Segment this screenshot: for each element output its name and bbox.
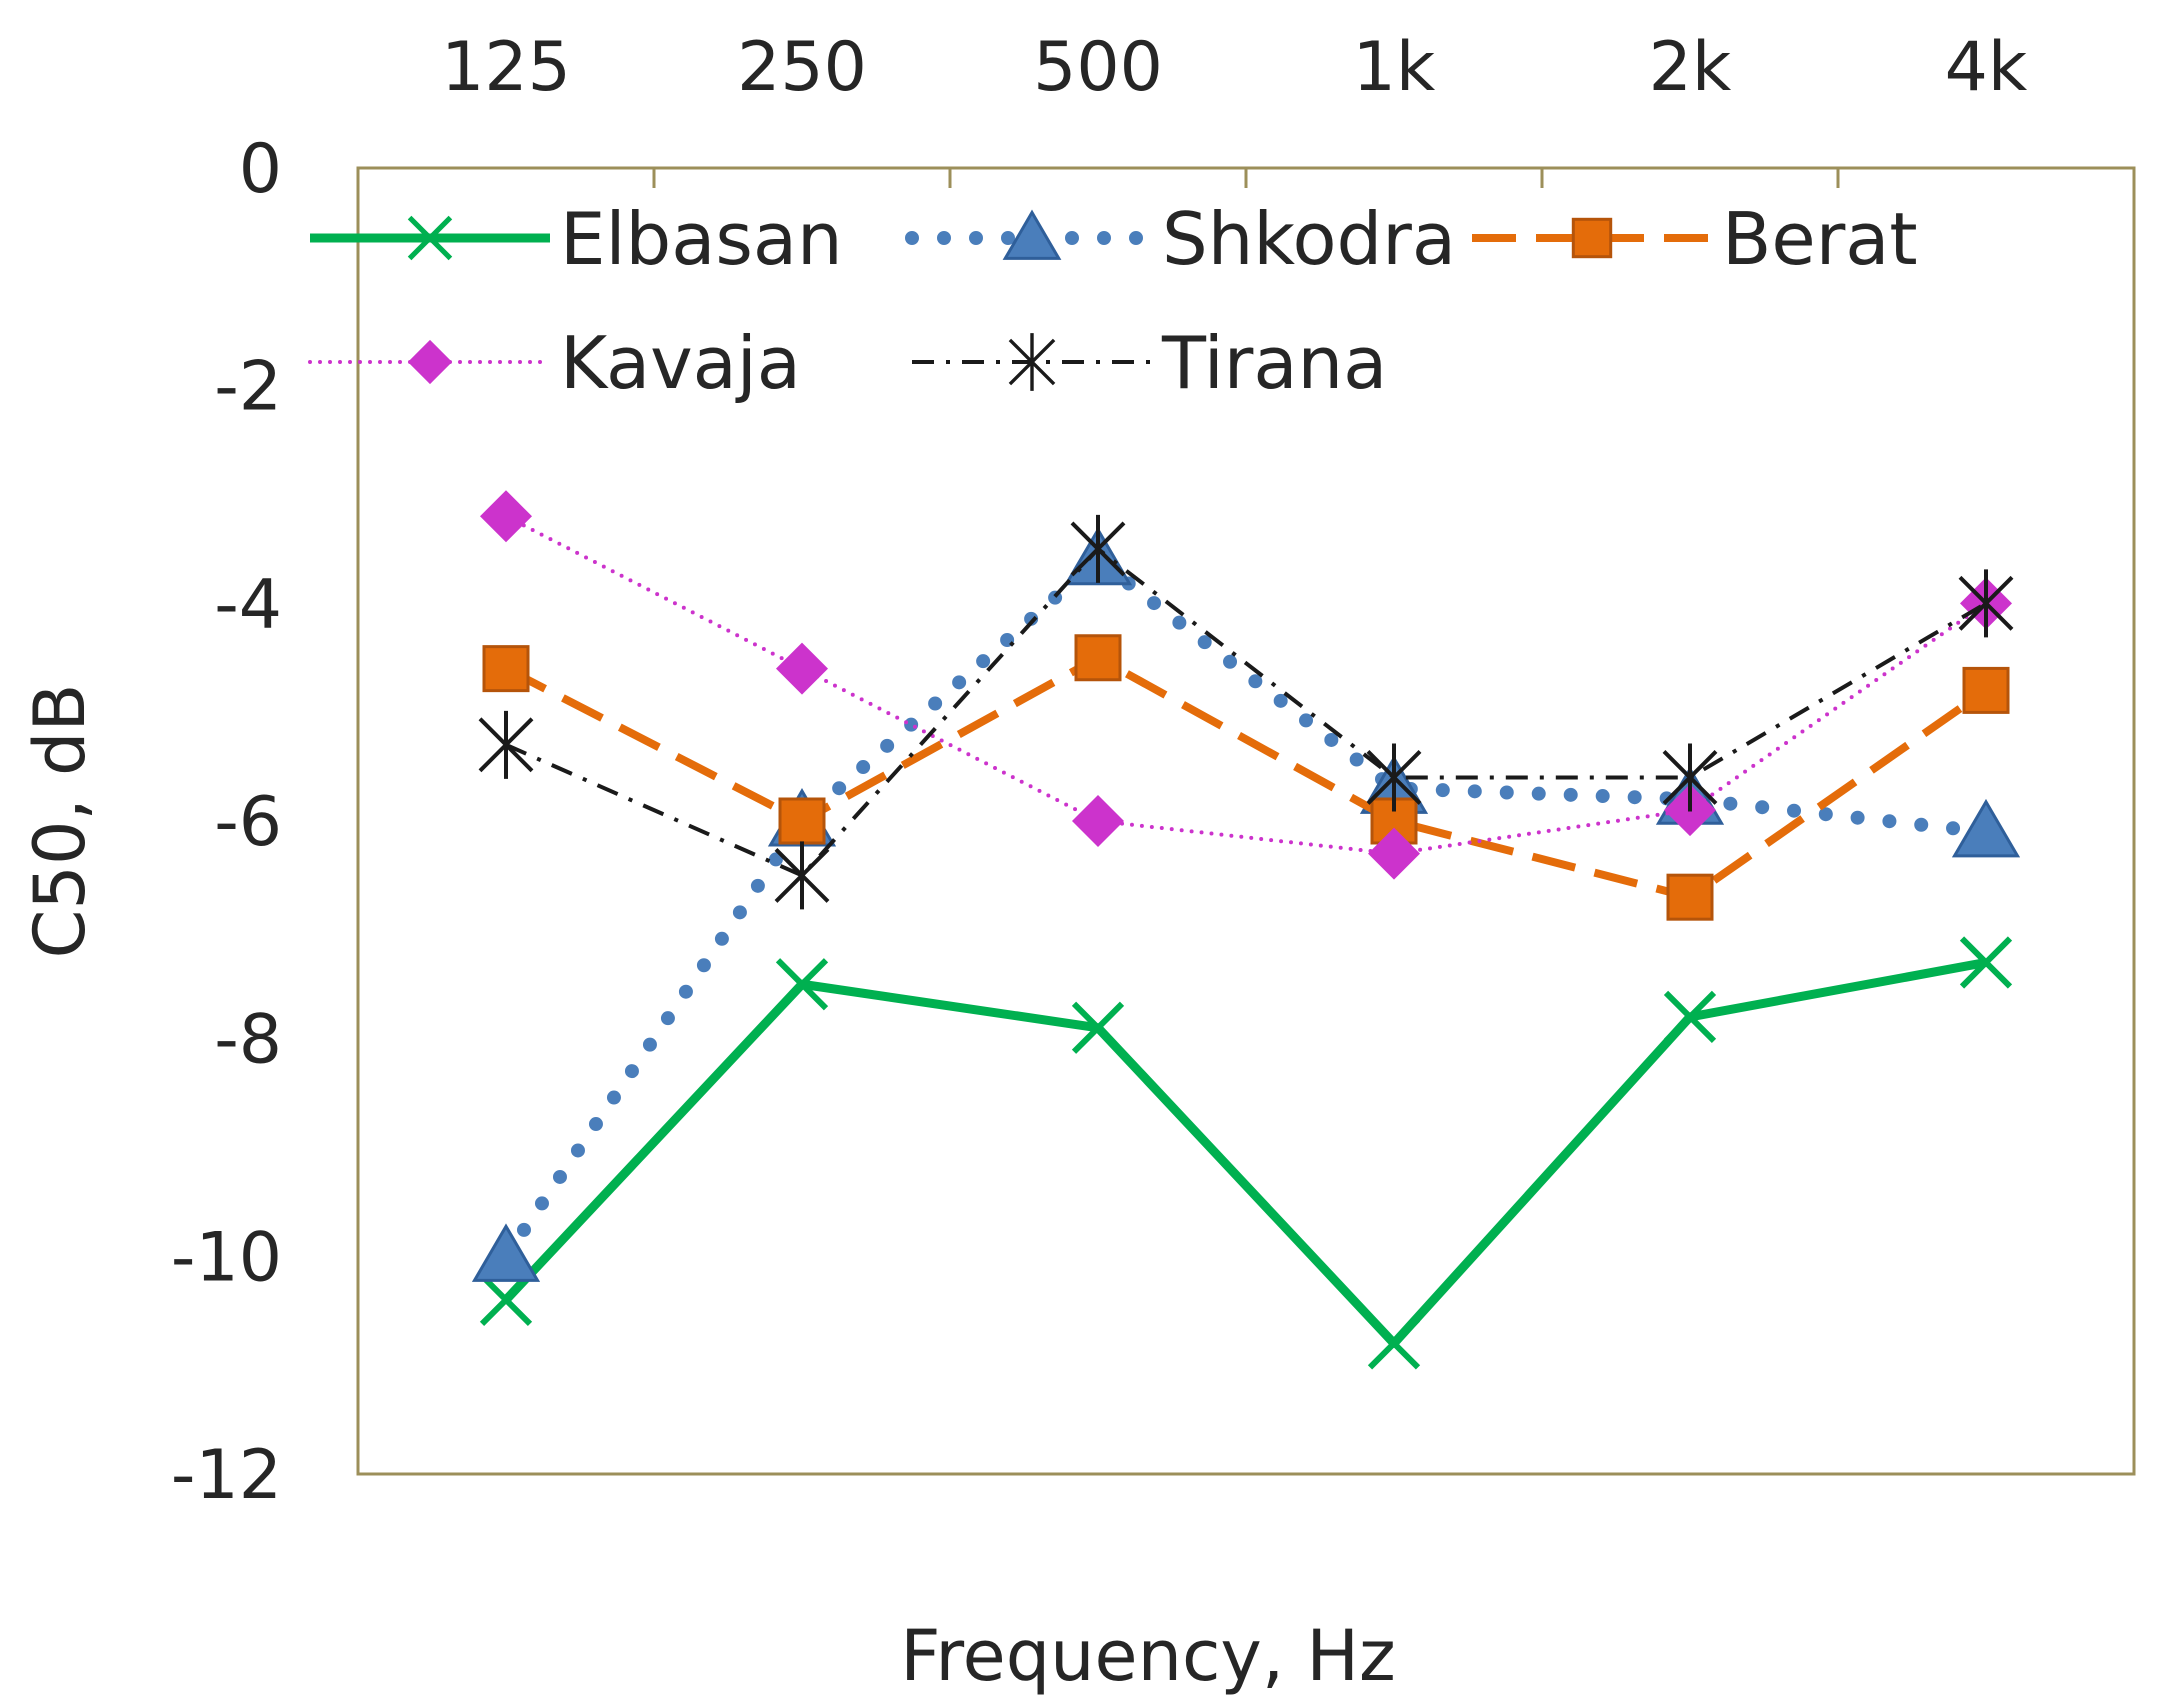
x-tick-label: 4k (1945, 28, 2028, 107)
x-tick-label: 1k (1353, 28, 1436, 107)
series-tirana (478, 514, 2014, 910)
x-marker (1367, 1317, 1421, 1370)
diamond-marker (480, 490, 532, 543)
series-elbasan (479, 936, 2013, 1370)
square-marker (1074, 634, 1122, 682)
square-marker (1962, 666, 2010, 714)
legend-label: Tirana (1161, 321, 1387, 405)
legend-item-berat: Berat (1472, 197, 1918, 281)
triangle-marker (1951, 798, 2021, 858)
y-tick-label: -12 (171, 1436, 282, 1515)
diamond-marker (1072, 795, 1124, 847)
y-axis-tick-labels: 0 -2 -4 -6 -8 -10 -12 (171, 130, 282, 1515)
legend-item-elbasan: Elbasan (310, 197, 843, 281)
x-marker (1959, 936, 2013, 989)
diamond-marker (776, 642, 828, 695)
square-marker (1666, 873, 1714, 921)
series-line (502, 958, 1987, 1348)
star-marker (774, 841, 830, 910)
x-tick-label: 2k (1649, 28, 1732, 107)
x-marker (1663, 990, 1717, 1044)
star-marker (478, 710, 534, 779)
x-marker (479, 1273, 533, 1326)
x-marker (407, 215, 453, 261)
legend-item-shkodra: Shkodra (905, 197, 1456, 281)
legend-item-kavaja: Kavaja (308, 321, 801, 405)
star-marker (1366, 743, 1422, 812)
x-tick-label: 500 (1033, 28, 1163, 107)
y-tick-label: -10 (171, 1218, 282, 1297)
x-marker (1071, 1001, 1125, 1054)
star-marker (1662, 743, 1718, 812)
legend-label: Shkodra (1162, 197, 1456, 281)
y-axis-title: C50, dB (19, 684, 101, 959)
diamond-marker (1368, 827, 1420, 880)
legend-item-tirana: Tirana (912, 321, 1387, 405)
x-marker (775, 958, 829, 1011)
y-tick-label: 0 (239, 130, 282, 209)
legend-label: Berat (1722, 197, 1918, 281)
y-tick-label: -8 (214, 1001, 282, 1080)
x-tick-label: 250 (737, 28, 867, 107)
series-line (505, 546, 1988, 878)
y-tick-label: -4 (214, 565, 282, 644)
legend: Elbasan Shkodra Berat Kavaja Tirana (308, 197, 1918, 405)
square-marker (778, 797, 826, 845)
legend-label: Kavaja (560, 321, 801, 405)
triangle-marker (471, 1223, 541, 1282)
y-tick-label: -6 (214, 783, 282, 862)
star-marker (1958, 569, 2014, 638)
star-marker (1008, 333, 1056, 391)
square-marker (1571, 217, 1613, 259)
y-tick-label: -2 (214, 348, 282, 427)
star-marker (1070, 514, 1126, 583)
x-axis-title: Frequency, Hz (900, 1615, 1396, 1697)
legend-label: Elbasan (560, 197, 843, 281)
square-marker (482, 645, 530, 693)
triangle-marker (1002, 209, 1062, 260)
x-tick-label: 125 (441, 28, 571, 107)
plot-area (356, 166, 2136, 1476)
series-line (504, 653, 1989, 902)
x-axis-tick-labels: 125 250 500 1k 2k 4k (441, 28, 2028, 107)
x-axis-ticks (652, 168, 1840, 188)
series-berat (482, 634, 2010, 921)
series-layer (471, 490, 2021, 1370)
diamond-marker (407, 339, 453, 385)
